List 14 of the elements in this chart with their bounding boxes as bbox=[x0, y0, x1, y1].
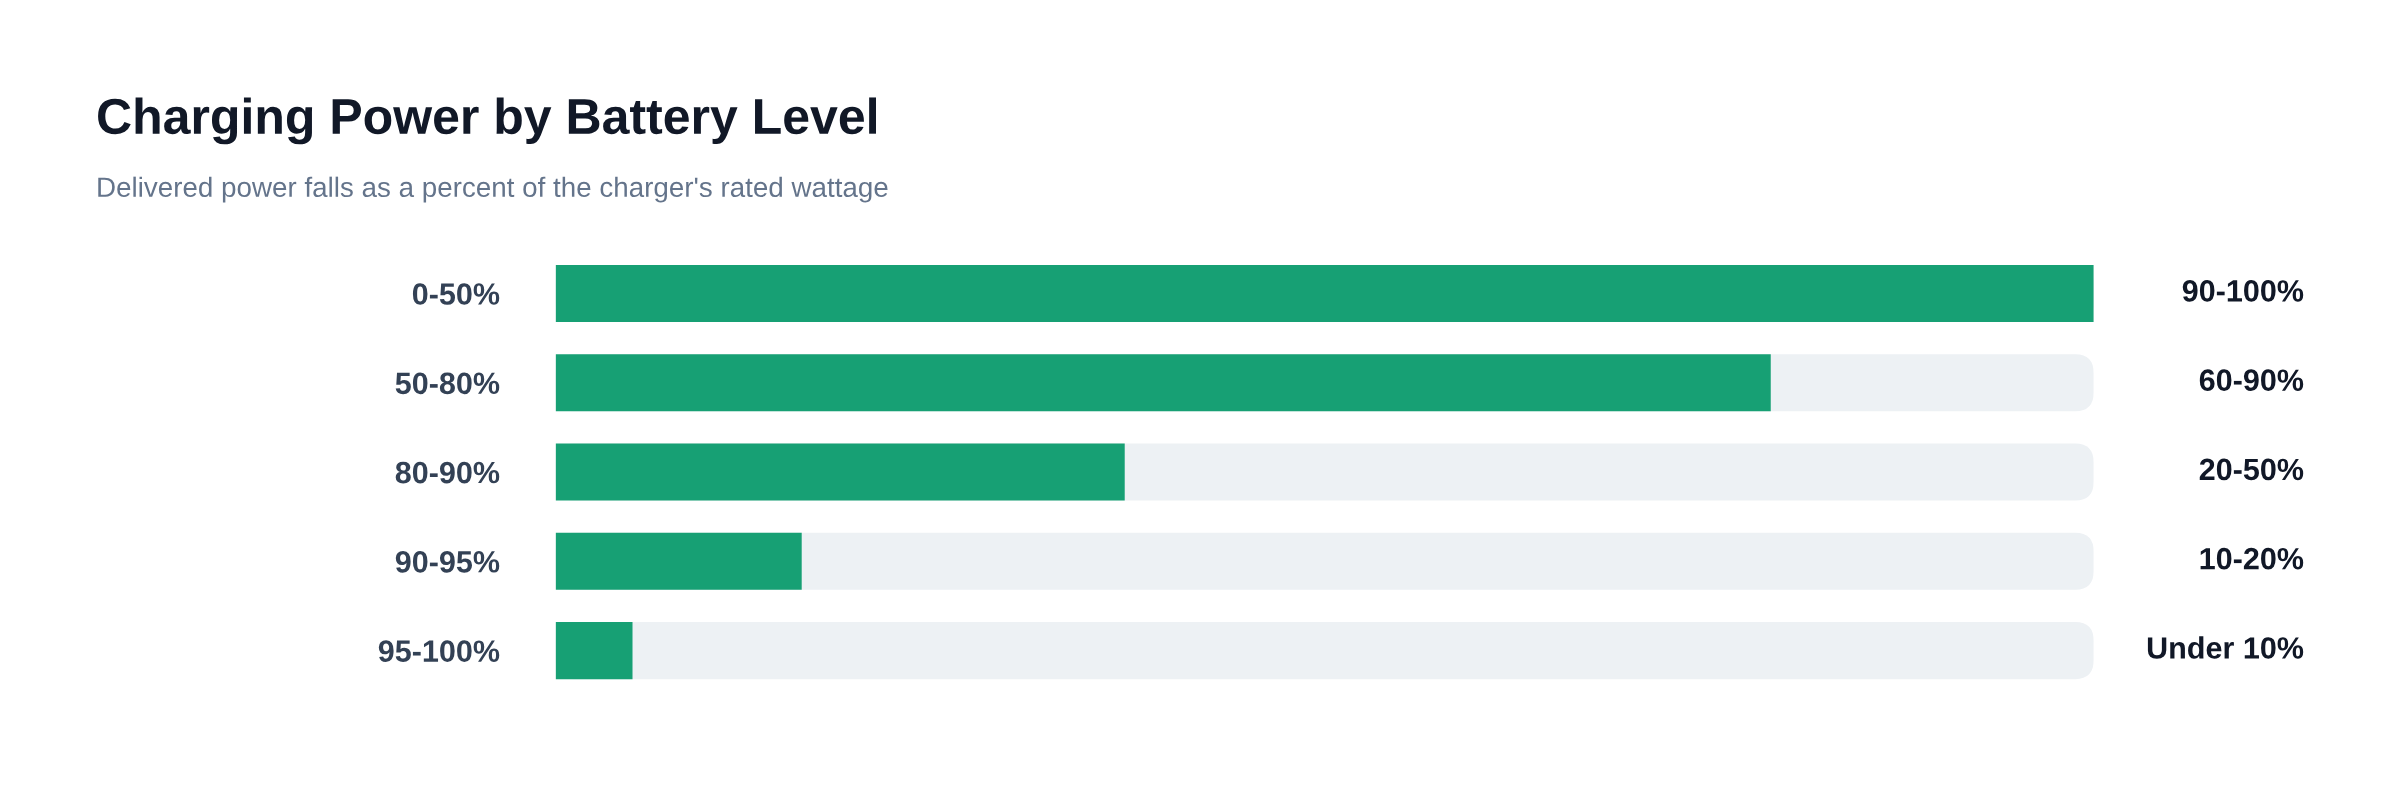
chart-title: Charging Power by Battery Level bbox=[98, 97, 876, 145]
text: 90-100% bbox=[2182, 280, 2304, 302]
y-tick-label: 80-90% bbox=[395, 461, 500, 484]
text: 10-20% bbox=[2200, 547, 2304, 570]
text: Under 10% bbox=[2147, 636, 2304, 659]
text: 60-90% bbox=[2199, 369, 2304, 391]
y-tick-label: 95-100% bbox=[378, 640, 500, 662]
y-tick-label: 0-50% bbox=[412, 283, 500, 305]
text: 20-50% bbox=[2199, 458, 2304, 481]
bar bbox=[555, 532, 802, 590]
chart-subtitle: Delivered power falls as a percent of the charger's rated wattage bbox=[98, 176, 888, 203]
y-tick-label: 50-80% bbox=[395, 372, 500, 395]
y-tick-label: 90-95% bbox=[395, 551, 500, 573]
bar bbox=[555, 622, 633, 680]
